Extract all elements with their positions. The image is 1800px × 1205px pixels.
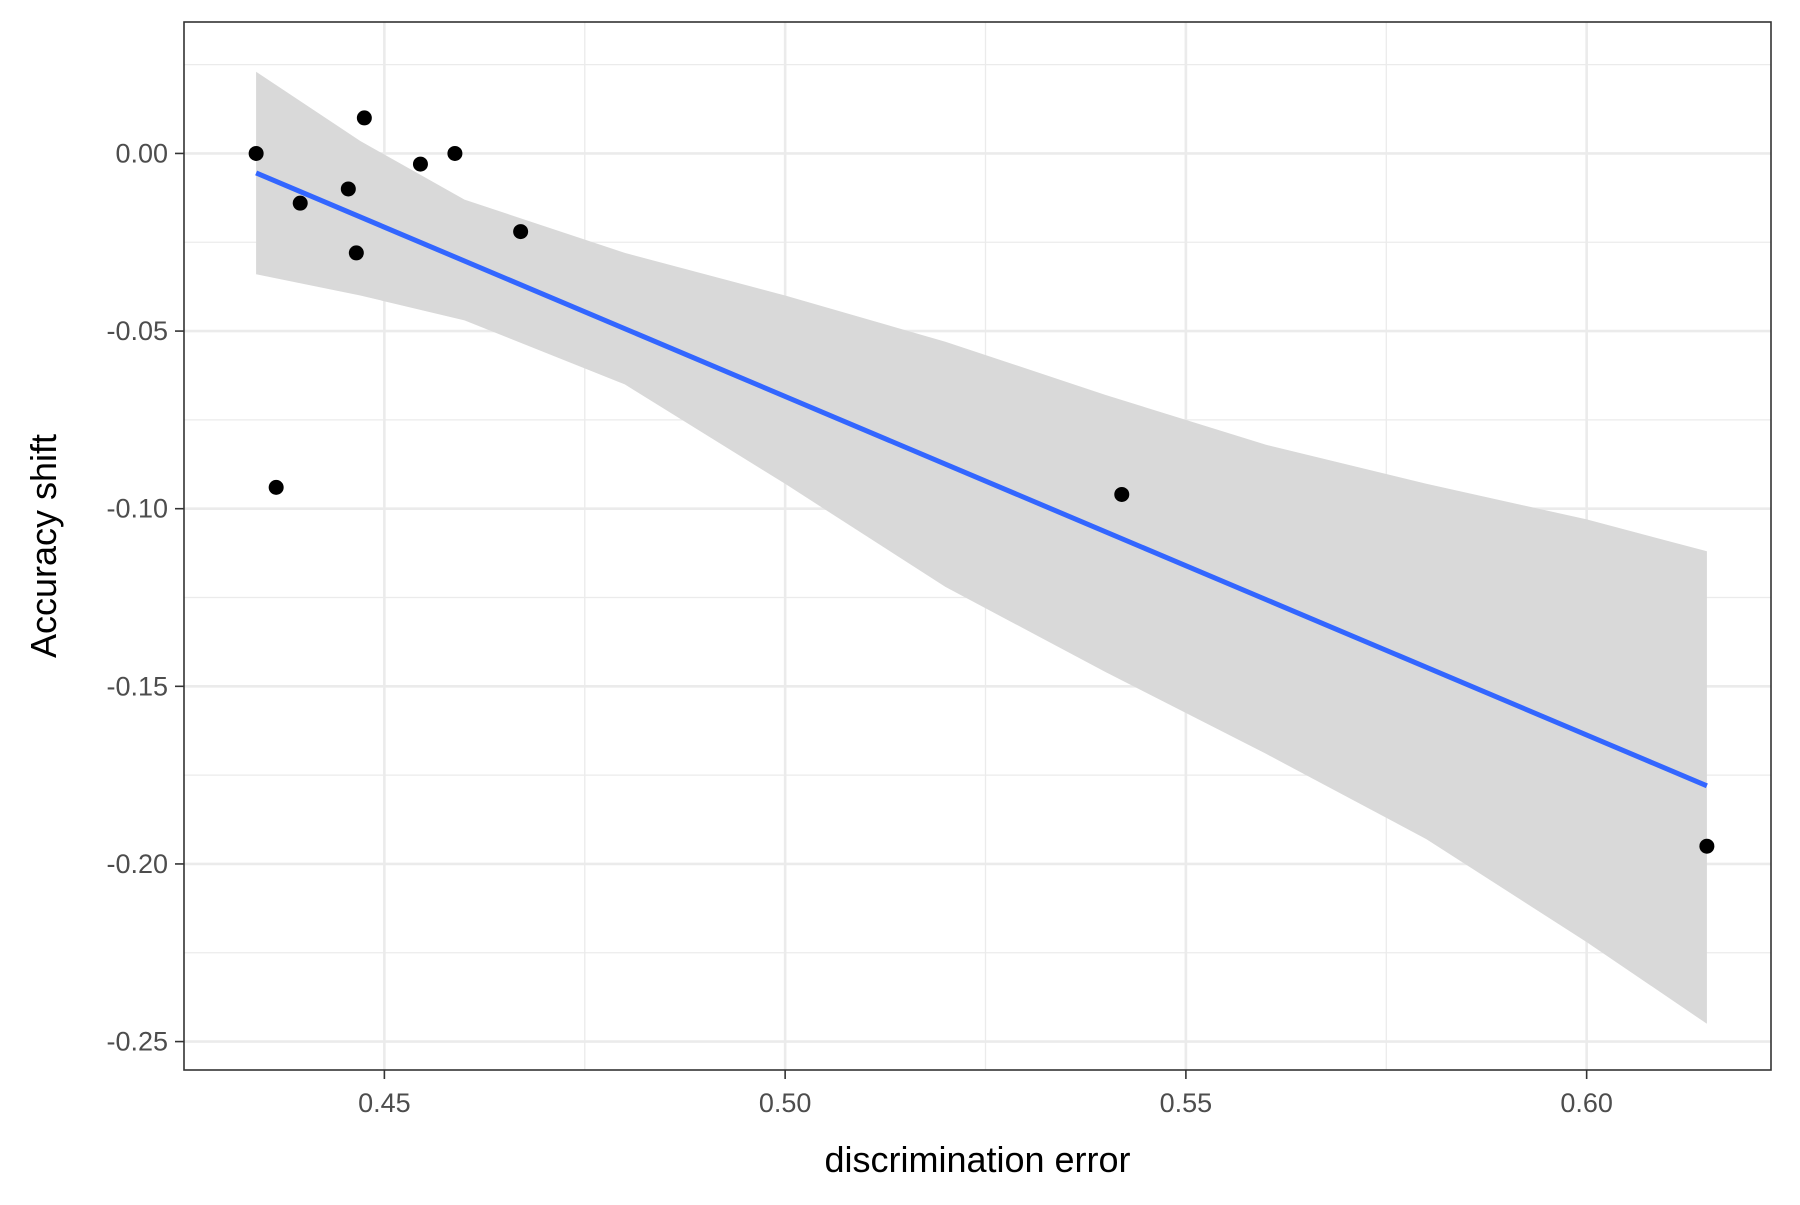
x-tick-label: 0.45 bbox=[358, 1088, 411, 1118]
x-tick-label: 0.60 bbox=[1560, 1088, 1613, 1118]
panel-border bbox=[183, 21, 1772, 1071]
y-tick-label: -0.20 bbox=[106, 849, 168, 879]
data-point bbox=[348, 245, 364, 261]
data-point bbox=[268, 479, 284, 495]
data-point bbox=[340, 181, 356, 197]
y-tick-label: 0.00 bbox=[115, 138, 168, 168]
data-point bbox=[513, 224, 529, 240]
y-axis: 0.00 -0.05 -0.10 -0.15 -0.20 -0.25 bbox=[106, 138, 184, 1057]
fit-line-layer bbox=[255, 170, 1708, 789]
y-tick-label: -0.10 bbox=[106, 494, 168, 524]
data-point bbox=[292, 195, 308, 211]
data-point bbox=[1114, 486, 1130, 502]
regression-line bbox=[255, 170, 1708, 789]
x-tick-label: 0.50 bbox=[759, 1088, 812, 1118]
confidence-band bbox=[256, 71, 1707, 1024]
data-point bbox=[356, 110, 372, 126]
y-axis-title: Accuracy shift bbox=[23, 434, 64, 658]
data-point bbox=[412, 156, 428, 172]
x-tick-label: 0.55 bbox=[1160, 1088, 1213, 1118]
y-tick-label: -0.15 bbox=[106, 671, 168, 701]
y-tick-label: -0.05 bbox=[106, 316, 168, 346]
x-axis-title: discrimination error bbox=[824, 1139, 1130, 1180]
data-point bbox=[1699, 838, 1715, 854]
y-tick-label: -0.25 bbox=[106, 1027, 168, 1057]
data-points-layer bbox=[248, 110, 1715, 854]
confidence-band-layer bbox=[256, 71, 1707, 1024]
x-axis: 0.45 0.50 0.55 0.60 bbox=[358, 1070, 1613, 1118]
data-point bbox=[447, 145, 463, 161]
data-point bbox=[248, 145, 264, 161]
